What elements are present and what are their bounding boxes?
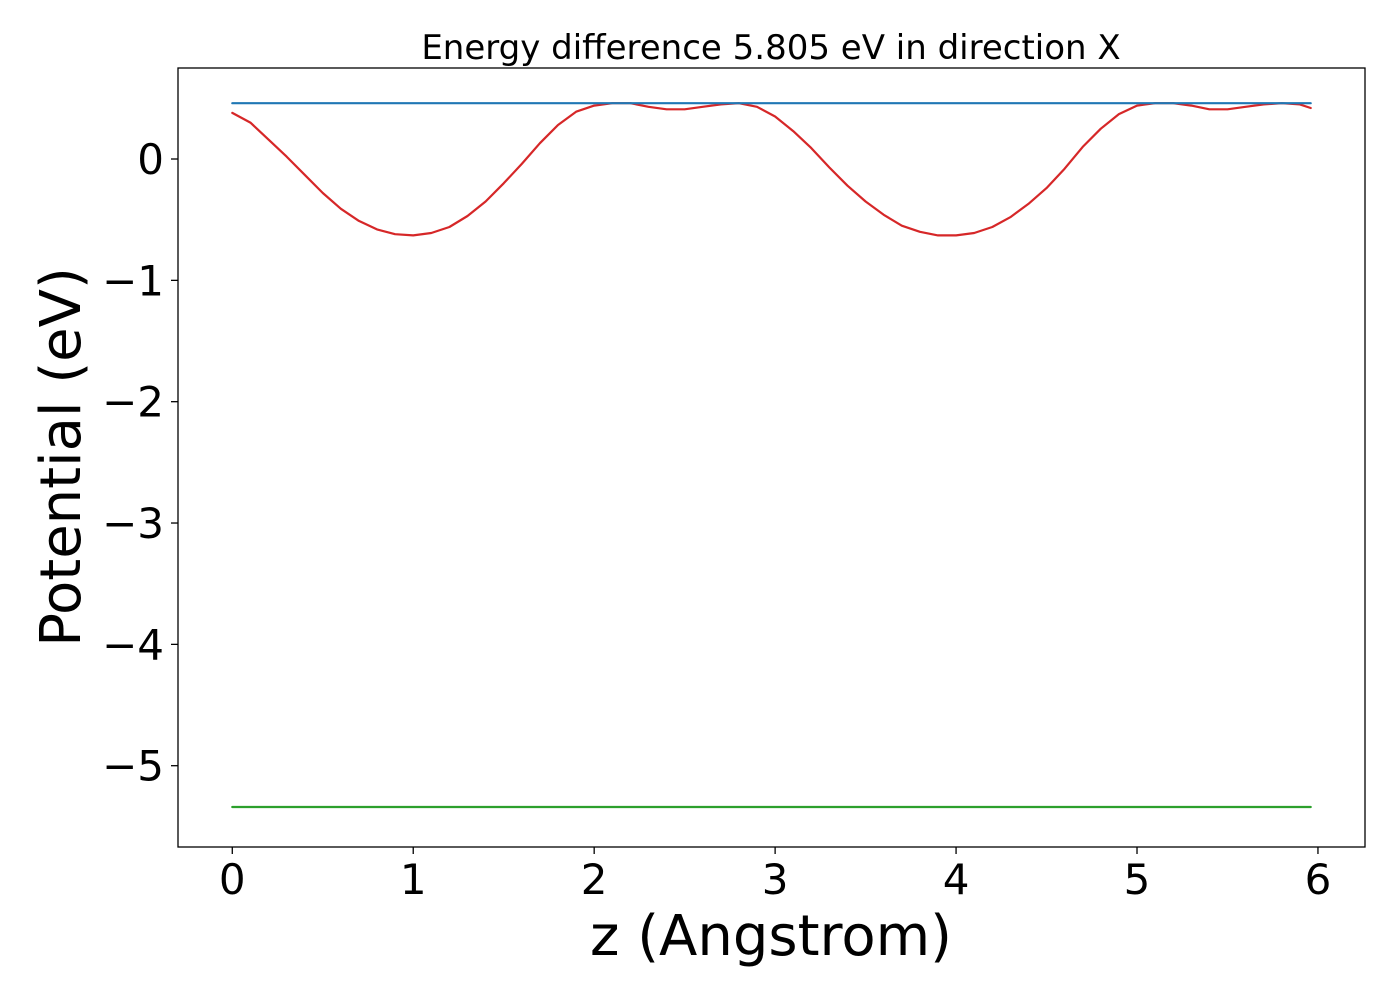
x-tick-label: 5	[1124, 855, 1151, 904]
x-tick-label: 4	[943, 855, 970, 904]
x-tick-label: 6	[1305, 855, 1332, 904]
y-tick-label: −5	[102, 742, 164, 791]
y-tick-label: −4	[102, 620, 164, 669]
y-tick-label: −1	[102, 256, 164, 305]
y-axis: 0 −1 −2 −3 −4 −5	[102, 135, 178, 791]
x-tick-label: 3	[762, 855, 789, 904]
y-tick-label: −2	[102, 378, 164, 427]
chart-title: Energy difference 5.805 eV in direction …	[421, 28, 1120, 68]
x-tick-label: 2	[581, 855, 608, 904]
y-tick-label: 0	[137, 135, 164, 184]
y-tick-label: −3	[102, 499, 164, 548]
plot-lines	[231, 102, 1312, 809]
x-axis: 0 1 2 3 4 5 6	[219, 847, 1331, 904]
series-line-1	[231, 102, 1312, 237]
x-axis-label: z (Angstrom)	[590, 904, 952, 969]
x-tick-label: 0	[219, 855, 246, 904]
x-tick-label: 1	[400, 855, 427, 904]
y-axis-label: Potential (eV)	[29, 267, 94, 647]
plot-frame	[177, 67, 1366, 848]
